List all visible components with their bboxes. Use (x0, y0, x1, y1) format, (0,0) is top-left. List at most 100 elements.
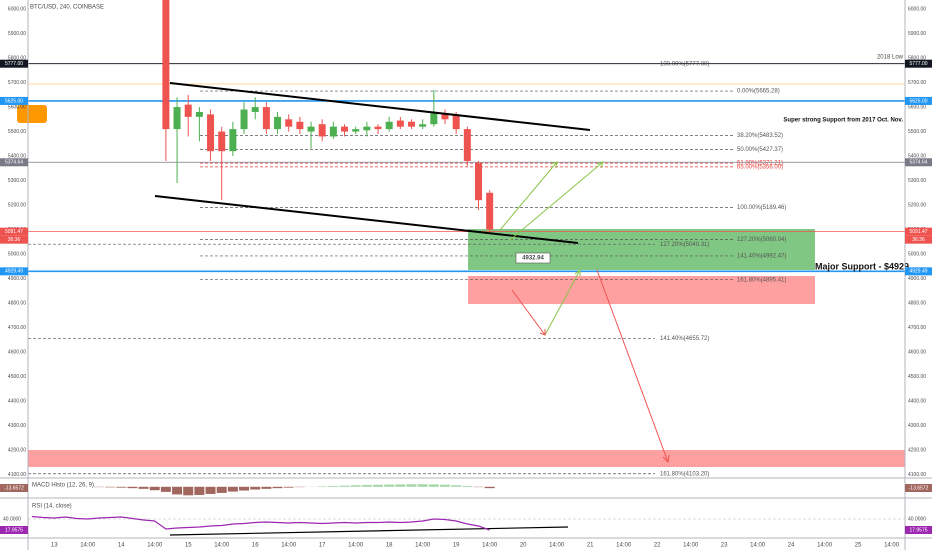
countdown-tag (905, 235, 932, 244)
price-tag-label: 5091.47 (909, 229, 927, 235)
x-tick-label: 14:00 (482, 543, 498, 549)
x-tick-label: 14:00 (147, 543, 163, 549)
price-tag (0, 59, 28, 68)
macd-bar (160, 486, 171, 492)
candle-body (251, 107, 259, 112)
x-tick-label: 24 (788, 543, 795, 549)
price-tag (0, 227, 28, 236)
x-tick-label: 13 (51, 543, 58, 549)
price-tag-label: 5374.64 (909, 160, 927, 166)
y-tick-label: 4700.00 (908, 325, 926, 331)
annotation: Super strong Support from 2017 Oct. Nov. (783, 118, 903, 124)
y-tick-label: 4700.00 (8, 325, 26, 331)
candles (162, 0, 494, 233)
macd-pane: MACD Histo (12, 26, 9) -13.6572 -13.6572 (0, 483, 932, 496)
macd-bar (205, 486, 216, 494)
fib-label: 38.20%(5483.52) (737, 133, 783, 139)
y-tick-label: 4800.00 (8, 300, 26, 306)
macd-tag (0, 484, 28, 492)
y-tick-label: 5500.00 (8, 129, 26, 135)
x-tick-label: 14:00 (80, 543, 96, 549)
fib-label: 65.00%(5356.00) (737, 164, 783, 170)
y-tick-label: 5300.00 (8, 178, 26, 184)
price-tag (905, 96, 932, 105)
x-tick-label: 14:00 (348, 543, 364, 549)
candle-body (318, 124, 326, 137)
macd-bar (440, 484, 451, 487)
x-tick-label: 18 (386, 543, 393, 549)
price-tag-label: 5625.00 (909, 98, 927, 104)
price-tag (905, 227, 932, 236)
candle-body (352, 129, 360, 132)
target-zone-green (468, 229, 815, 270)
y-tick-label: 5600.00 (908, 104, 926, 110)
x-tick-label: 25 (855, 543, 862, 549)
macd-bar (105, 486, 116, 488)
fib-label: 100.00%(5777.00) (660, 61, 709, 67)
candle-body (329, 126, 337, 137)
macd-bar (395, 484, 406, 487)
x-tick-label: 22 (654, 543, 661, 549)
price-tag (0, 267, 28, 276)
candle-body (419, 124, 427, 127)
x-tick-label: 14:00 (281, 543, 297, 549)
x-tick-label: 14:00 (817, 543, 833, 549)
y-tick-label: 4100.00 (8, 472, 26, 478)
target-zone-red (28, 450, 905, 467)
y-tick-label: 4100.00 (908, 472, 926, 478)
callout: 4932.94 (522, 256, 544, 262)
y-tick-label: 4600.00 (8, 349, 26, 355)
x-tick-label: 23 (721, 543, 728, 549)
fib-label: 50.00%(5427.37) (737, 147, 783, 153)
price-tags: 5777.00 5777.00 5625.00 5625.00 5374.64 5374.… (0, 59, 932, 276)
x-tick-label: 17 (319, 543, 326, 549)
y-tick-label: 4400.00 (908, 398, 926, 404)
y-tick-label: 5200.00 (8, 202, 26, 208)
target-zone-red (468, 276, 815, 304)
candle-body (385, 121, 393, 130)
candle-body (173, 107, 181, 130)
candle-body (341, 126, 349, 132)
price-tag-label: 4929.49 (5, 269, 23, 275)
x-tick-label: 20 (520, 543, 527, 549)
y-tick-label: 4900.00 (908, 276, 926, 282)
levels: 100.00%(5777.00) 0.00%(5665.28) 38.20%(548… (28, 61, 905, 477)
y-tick-label: 5300.00 (908, 178, 926, 184)
countdown-tag (0, 235, 28, 244)
candle-body (396, 120, 404, 127)
price-tag (0, 158, 28, 167)
y-tick-label: 5500.00 (908, 129, 926, 135)
y-tick-label: 5000.00 (8, 251, 26, 257)
fib-label: 61.80%(5371.21) (737, 161, 783, 167)
macd-bar (417, 484, 428, 487)
y-tick-label: 4500.00 (8, 374, 26, 380)
y-tick-label: 4500.00 (908, 374, 926, 380)
price-tag-label: 5091.47 (5, 229, 23, 235)
fib-label: 161.80%(4103.20) (660, 471, 709, 477)
fib-label: 127.20%(5060.04) (737, 237, 786, 243)
rsi-trendline (169, 526, 569, 536)
candle-body (307, 126, 315, 132)
macd-bar (283, 486, 294, 488)
rsi-current: 17.9575 (5, 527, 23, 533)
y-tick-label: 4600.00 (908, 349, 926, 355)
price-tag (905, 59, 932, 68)
macd-bar (462, 485, 473, 487)
macd-bar (116, 486, 127, 488)
y-tick-label: 5400.00 (8, 153, 26, 159)
rsi-current: 17.9575 (909, 527, 927, 533)
macd-bar (428, 484, 439, 487)
fib-label: 100.00%(5189.46) (737, 205, 786, 211)
countdown: 36:36 (912, 237, 925, 243)
candle-body (262, 107, 270, 130)
rsi-tick-label: 40.0000 (908, 516, 926, 522)
y-tick-label: 5200.00 (908, 202, 926, 208)
candle-body (296, 121, 304, 130)
price-tag-label: 5374.64 (5, 160, 23, 166)
x-tick-label: 14:00 (415, 543, 431, 549)
candle-body (486, 192, 494, 230)
y-tick-label: 5800.00 (8, 55, 26, 61)
macd-bar (239, 486, 250, 491)
candle-body (207, 114, 215, 152)
price-tag-label: 4929.49 (909, 269, 927, 275)
